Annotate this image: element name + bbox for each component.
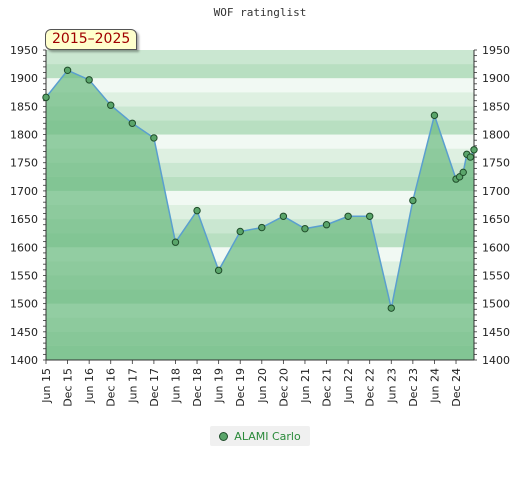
y-tick-label-left: 1650 [10,213,38,226]
data-point [236,227,244,236]
data-point [365,212,374,220]
legend-label: ALAMI Carlo [234,429,301,443]
grid-band [46,106,474,121]
grid-band [46,120,474,135]
data-point [322,221,331,229]
grid-band [46,64,474,79]
legend[interactable]: ALAMI Carlo [210,426,310,446]
x-tick-label: Dec 24 [450,368,463,407]
period-badge: 2015–2025 [45,29,138,50]
y-tick-label-right: 1550 [482,269,510,282]
data-point [258,223,266,232]
y-tick-label-right: 1850 [482,100,510,113]
y-tick-label-left: 1450 [10,326,38,339]
data-point [107,101,115,109]
x-tick-label: Dec 17 [148,368,161,407]
x-tick-label: Dec 23 [407,368,420,407]
x-tick-label: Dec 20 [277,368,290,407]
x-tick-label: Dec 18 [191,368,204,407]
data-point [430,111,439,120]
x-tick-label: Dec 19 [234,368,247,407]
y-tick-label-right: 1500 [482,298,510,311]
x-tick-label: Jun 16 [83,368,96,404]
y-tick-label-left: 1400 [10,354,38,367]
x-tick-label: Jun 22 [342,368,355,404]
data-point [344,212,352,220]
data-point [214,266,223,275]
x-tick-label: Dec 22 [364,368,377,407]
x-tick-label: Dec 15 [62,368,75,407]
data-point [387,304,395,312]
y-tick-label-right: 1400 [482,354,510,367]
legend-marker-icon [219,431,229,441]
y-tick-label-left: 1700 [10,185,38,198]
x-tick-label: Jun 15 [40,368,53,404]
y-tick-label-right: 1700 [482,185,510,198]
data-point [459,168,467,177]
grid-band [46,50,474,65]
chart-title: WOF ratinglist [213,6,307,19]
x-tick-label: Dec 21 [321,368,334,407]
x-tick-label: Jun 19 [213,368,226,404]
data-point [128,119,137,127]
data-point [193,206,201,215]
y-tick-label-left: 1850 [10,100,38,113]
y-tick-label-left: 1900 [10,72,38,85]
y-tick-label-right: 1900 [482,72,510,85]
data-point [150,134,158,142]
x-tick-label: Jun 17 [126,368,139,404]
x-tick-label: Dec 16 [105,368,118,407]
y-tick-label-right: 1950 [482,44,510,57]
data-point [42,93,50,102]
x-tick-label: Jun 23 [385,368,398,404]
data-point [466,153,475,161]
y-tick-label-left: 1550 [10,269,38,282]
series-area [46,70,474,361]
y-tick-label-right: 1600 [482,241,510,254]
x-tick-label: Jun 18 [169,368,182,404]
y-tick-label-left: 1800 [10,129,38,142]
data-point [409,196,417,205]
y-tick-label-right: 1450 [482,326,510,339]
data-point [85,76,93,84]
x-tick-label: Jun 21 [299,368,312,404]
y-tick-label-right: 1750 [482,157,510,170]
x-tick-label: Jun 24 [428,368,441,404]
y-tick-label-left: 1750 [10,157,38,170]
data-point [63,66,72,74]
y-tick-label-right: 1650 [482,213,510,226]
y-tick-label-right: 1800 [482,129,510,142]
grid-band [46,78,474,93]
y-tick-label-left: 1950 [10,44,38,57]
data-point [470,146,478,154]
data-point [171,238,180,246]
y-tick-label-left: 1500 [10,298,38,311]
data-point [279,212,288,220]
data-point [301,224,309,233]
y-tick-label-left: 1600 [10,241,38,254]
x-tick-label: Jun 20 [256,368,269,404]
grid-band [46,92,474,107]
